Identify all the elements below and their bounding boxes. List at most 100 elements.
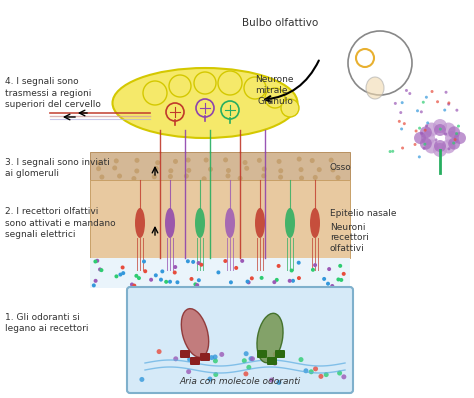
Circle shape bbox=[246, 279, 249, 283]
Circle shape bbox=[173, 356, 178, 361]
Circle shape bbox=[132, 284, 137, 288]
Circle shape bbox=[168, 280, 172, 284]
Circle shape bbox=[169, 75, 191, 97]
Circle shape bbox=[420, 126, 432, 139]
Circle shape bbox=[167, 165, 172, 170]
Ellipse shape bbox=[195, 208, 205, 238]
Circle shape bbox=[159, 278, 163, 282]
Circle shape bbox=[186, 259, 190, 263]
Circle shape bbox=[92, 283, 96, 287]
Circle shape bbox=[277, 264, 281, 268]
Circle shape bbox=[398, 120, 401, 123]
Circle shape bbox=[443, 109, 446, 111]
Circle shape bbox=[275, 278, 279, 282]
Circle shape bbox=[207, 176, 211, 181]
Circle shape bbox=[401, 146, 404, 150]
FancyBboxPatch shape bbox=[275, 350, 285, 358]
Circle shape bbox=[224, 158, 229, 164]
Circle shape bbox=[244, 351, 249, 356]
Text: 4. I segnali sono
trasmessi a regioni
superiori del cervello: 4. I segnali sono trasmessi a regioni su… bbox=[5, 77, 101, 109]
FancyBboxPatch shape bbox=[267, 357, 277, 365]
Ellipse shape bbox=[135, 208, 145, 238]
Circle shape bbox=[142, 259, 146, 263]
Circle shape bbox=[133, 174, 138, 179]
Circle shape bbox=[422, 101, 425, 104]
Circle shape bbox=[439, 128, 442, 131]
Circle shape bbox=[280, 351, 285, 355]
Circle shape bbox=[169, 176, 174, 180]
Circle shape bbox=[288, 279, 292, 283]
Circle shape bbox=[295, 157, 300, 162]
Circle shape bbox=[208, 377, 212, 382]
Circle shape bbox=[100, 168, 104, 173]
Circle shape bbox=[430, 90, 434, 93]
Circle shape bbox=[184, 156, 189, 162]
Circle shape bbox=[338, 264, 342, 268]
Circle shape bbox=[274, 160, 279, 165]
Circle shape bbox=[143, 81, 167, 105]
Circle shape bbox=[173, 271, 177, 275]
Circle shape bbox=[240, 259, 244, 263]
Circle shape bbox=[173, 265, 177, 269]
Circle shape bbox=[281, 99, 299, 117]
Circle shape bbox=[313, 263, 317, 267]
Circle shape bbox=[190, 277, 193, 281]
Circle shape bbox=[207, 158, 212, 163]
Ellipse shape bbox=[366, 77, 384, 99]
Circle shape bbox=[444, 133, 447, 135]
Circle shape bbox=[194, 72, 216, 94]
Circle shape bbox=[121, 271, 125, 275]
Circle shape bbox=[337, 277, 340, 281]
Circle shape bbox=[290, 269, 293, 273]
FancyBboxPatch shape bbox=[180, 350, 190, 358]
Circle shape bbox=[193, 282, 197, 286]
Circle shape bbox=[95, 158, 100, 162]
Circle shape bbox=[400, 127, 403, 131]
Circle shape bbox=[333, 157, 337, 162]
Circle shape bbox=[425, 96, 428, 99]
Circle shape bbox=[226, 174, 231, 179]
Circle shape bbox=[213, 372, 219, 377]
Circle shape bbox=[447, 101, 450, 104]
Circle shape bbox=[118, 165, 124, 170]
Circle shape bbox=[313, 366, 318, 371]
Circle shape bbox=[154, 273, 158, 277]
Circle shape bbox=[119, 176, 124, 180]
Circle shape bbox=[260, 174, 265, 179]
Circle shape bbox=[454, 132, 466, 144]
Circle shape bbox=[156, 349, 162, 354]
Circle shape bbox=[447, 147, 450, 150]
Circle shape bbox=[291, 279, 295, 283]
Circle shape bbox=[457, 125, 460, 128]
Text: Granulo: Granulo bbox=[258, 96, 294, 105]
Circle shape bbox=[455, 132, 458, 135]
Circle shape bbox=[309, 369, 314, 374]
Circle shape bbox=[341, 375, 346, 379]
Circle shape bbox=[189, 166, 194, 171]
Circle shape bbox=[416, 109, 419, 112]
Circle shape bbox=[276, 380, 282, 385]
Ellipse shape bbox=[257, 313, 283, 363]
Ellipse shape bbox=[165, 208, 175, 238]
Circle shape bbox=[435, 139, 438, 141]
Circle shape bbox=[413, 143, 417, 146]
Circle shape bbox=[203, 168, 208, 174]
Circle shape bbox=[260, 276, 264, 280]
Circle shape bbox=[337, 371, 342, 376]
Text: 3. I segnali sono inviati
ai glomeruli: 3. I segnali sono inviati ai glomeruli bbox=[5, 158, 110, 178]
Circle shape bbox=[311, 173, 317, 178]
Circle shape bbox=[187, 357, 192, 362]
Circle shape bbox=[272, 361, 277, 366]
Circle shape bbox=[311, 268, 315, 272]
Circle shape bbox=[152, 159, 157, 164]
Circle shape bbox=[149, 278, 153, 282]
Circle shape bbox=[160, 269, 164, 273]
Circle shape bbox=[403, 122, 406, 125]
Text: Neurone
mitrale: Neurone mitrale bbox=[255, 75, 293, 95]
Circle shape bbox=[246, 280, 251, 285]
Circle shape bbox=[420, 138, 432, 150]
Circle shape bbox=[95, 259, 99, 263]
Circle shape bbox=[310, 157, 315, 162]
Circle shape bbox=[319, 374, 323, 379]
Circle shape bbox=[342, 272, 346, 276]
